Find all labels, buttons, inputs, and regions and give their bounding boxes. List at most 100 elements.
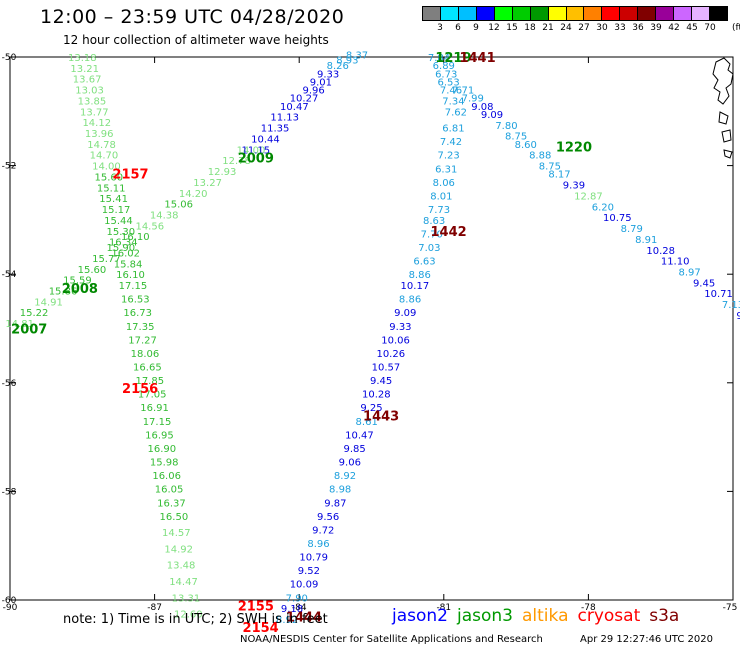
wave-height-value: 10.06 — [381, 335, 410, 346]
wave-height-value: 8.96 — [307, 539, 329, 550]
legend-swatches — [422, 6, 728, 21]
wave-height-value: 7.23 — [437, 151, 459, 162]
x-tick-label: -75 — [723, 603, 738, 613]
legend-swatch — [710, 7, 727, 20]
wave-height-value: 10.17 — [401, 281, 430, 292]
wave-height-value: 11.13 — [270, 113, 299, 124]
wave-height-value: 17.27 — [128, 335, 157, 346]
legend-tick-label: 6 — [455, 23, 461, 33]
footer-note: note: 1) Time is in UTC; 2) SWH is in fe… — [63, 612, 328, 627]
y-tick-label: -52 — [2, 162, 17, 172]
wave-height-value: 15.30 — [107, 227, 136, 238]
wave-height-value: 10.71 — [704, 289, 733, 300]
wave-height-value: 6.63 — [413, 257, 435, 268]
legend-swatch — [458, 7, 477, 20]
map-subtitle: 12 hour collection of altimeter wave hei… — [63, 33, 329, 47]
wave-height-value: 14.91 — [34, 297, 63, 308]
wave-height-value: 17.15 — [119, 281, 148, 292]
legend-tick-label: 30 — [596, 23, 608, 33]
wave-height-value: 6.89 — [433, 61, 455, 72]
legend-swatch — [620, 7, 639, 20]
wave-height-value: 13.27 — [193, 178, 222, 189]
legend-swatch — [440, 7, 459, 20]
satellite-legend: jason2 jason3 altika cryosat s3a — [392, 606, 688, 626]
pass-time-label: 1441 — [459, 51, 495, 66]
wave-height-value: 13.48 — [167, 561, 196, 572]
wave-height-value: 16.73 — [123, 308, 152, 319]
legend-tick-label: 27 — [578, 23, 590, 33]
wave-height-value: 15.41 — [99, 194, 128, 205]
pass-time-label: 2008 — [62, 282, 98, 297]
wave-height-value: 12.87 — [574, 191, 603, 202]
wave-height-value: 9.33 — [389, 322, 411, 333]
wave-height-value: 13.85 — [78, 96, 107, 107]
pass-time-label: 2155 — [238, 599, 274, 614]
wave-height-value: 10.79 — [299, 553, 328, 564]
pass-time-label: 2009 — [238, 151, 274, 166]
legend-tick-label: 3 — [437, 23, 443, 33]
wave-height-value: 18.06 — [131, 349, 160, 360]
wave-height-value: 8.63 — [423, 216, 445, 227]
wave-height-value: 13.03 — [75, 86, 104, 97]
wave-height-value: 12.78 — [222, 156, 251, 167]
legend-swatch — [638, 7, 657, 20]
legend-tick-label: 33 — [614, 23, 626, 33]
wave-height-value: 14.78 — [87, 140, 116, 151]
wave-height-value: 13.77 — [80, 107, 109, 118]
wave-height-value: 14.92 — [164, 544, 193, 555]
legend-swatch — [602, 7, 621, 20]
wave-height-value: 14.00 — [92, 162, 121, 173]
wave-height-value: 7.71 — [452, 86, 474, 97]
legend-tick-label: 36 — [632, 23, 644, 33]
wave-height-value: 10.47 — [345, 430, 374, 441]
wave-height-value: 9.87 — [324, 498, 346, 509]
legend-tick-label: 9 — [473, 23, 479, 33]
wave-height-value: 6.20 — [592, 202, 614, 213]
wave-height-value: 14.00 — [237, 145, 266, 156]
wave-height-value: 7.99 — [462, 94, 484, 105]
legend-swatch — [692, 7, 710, 20]
x-tick-label: -81 — [436, 603, 451, 613]
legend-swatch — [566, 7, 585, 20]
wave-height-value: 15.77 — [92, 254, 121, 265]
legend-tick-label: 70 — [704, 23, 716, 33]
wave-height-value: 14.47 — [169, 577, 198, 588]
wave-height-value: 7.90 — [286, 593, 308, 604]
wave-height-value: 7.34 — [442, 96, 464, 107]
pass-time-label: 1220 — [556, 141, 592, 156]
wave-height-value: 16.06 — [152, 471, 181, 482]
wave-height-value: 6.73 — [435, 69, 457, 80]
wave-height-value: 7.13 — [722, 300, 740, 311]
x-tick-label: -90 — [3, 603, 18, 613]
wave-height-value: 15.98 — [150, 458, 179, 469]
map-frame — [9, 56, 734, 601]
wave-height-value: 14.38 — [150, 210, 179, 221]
wave-height-value: 14.81 — [5, 319, 34, 330]
legend-swatch — [423, 7, 441, 20]
wave-height-value: 17.85 — [135, 376, 164, 387]
wave-height-value: 16.65 — [133, 363, 162, 374]
wave-height-value: 16.10 — [116, 270, 145, 281]
wave-height-value: 8.86 — [399, 295, 421, 306]
legend-unit: (ft) — [732, 23, 740, 33]
legend-swatch — [548, 7, 567, 20]
wave-height-value: 9.45 — [370, 376, 392, 387]
legend-tick-label: 15 — [506, 23, 518, 33]
wave-height-value: 14.56 — [135, 221, 164, 232]
wave-height-value: 17.15 — [143, 417, 172, 428]
pass-time-label: 2007 — [11, 323, 47, 338]
legend-swatch — [530, 7, 549, 20]
wave-height-value: 8.86 — [409, 270, 431, 281]
wave-height-value: 16.02 — [111, 248, 140, 259]
wave-height-value: 15.17 — [102, 205, 131, 216]
satellite-legend-jason2: jason2 — [392, 606, 448, 626]
wave-height-value: 9.52 — [298, 566, 320, 577]
pass-time-label: 1443 — [363, 409, 399, 424]
pass-time-label: 1219 — [435, 51, 471, 66]
wave-height-value: 15.84 — [114, 259, 143, 270]
wave-height-value: 8.01 — [430, 191, 452, 202]
legend-swatch — [584, 7, 603, 20]
legend-swatch — [674, 7, 693, 20]
legend-tick-label: 45 — [686, 23, 698, 33]
wave-height-value: 15.06 — [164, 200, 193, 211]
